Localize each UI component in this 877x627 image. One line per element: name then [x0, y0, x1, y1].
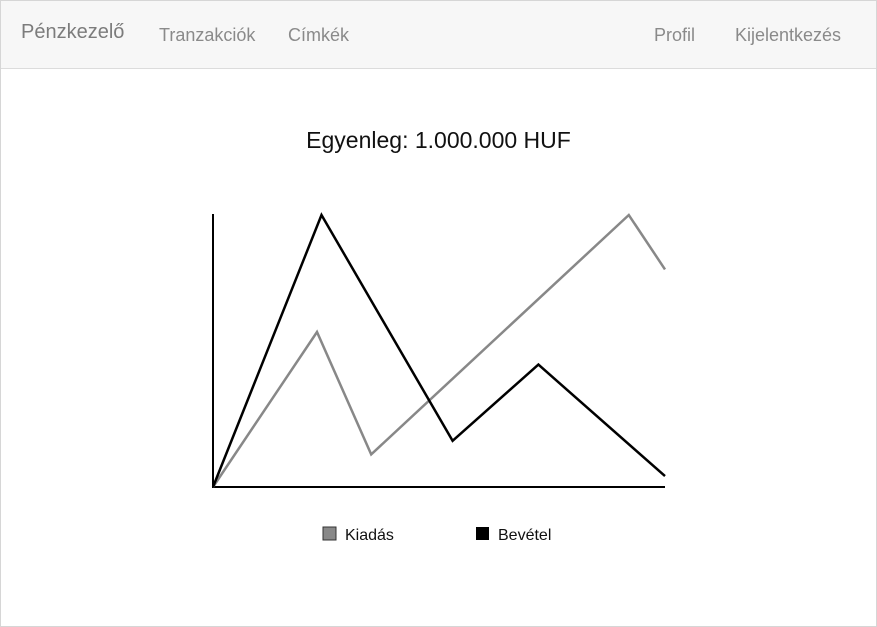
legend-swatch-kiadas	[322, 526, 337, 541]
chart-legend: Kiadás Bevétel	[322, 526, 551, 544]
nav-link-profile[interactable]: Profil	[654, 25, 696, 45]
balance-heading: Egyenleg: 1.000.000 HUF	[306, 127, 571, 153]
series-line-bevetel	[211, 212, 666, 488]
nav-link-transactions[interactable]: Tranzakciók	[159, 25, 256, 45]
series-line-kiadas	[211, 213, 667, 488]
legend-label-bevetel: Bevétel	[498, 527, 551, 544]
nav-link-logout[interactable]: Kijelentkezés	[735, 25, 842, 45]
navbar: Pénzkezelő Tranzakciók Címkék Profil Kij…	[1, 1, 876, 69]
legend-label-kiadas: Kiadás	[345, 527, 394, 544]
nav-link-tags[interactable]: Címkék	[288, 25, 350, 45]
legend-swatch-bevetel	[476, 527, 489, 540]
brand-link[interactable]: Pénzkezelő	[21, 21, 125, 43]
